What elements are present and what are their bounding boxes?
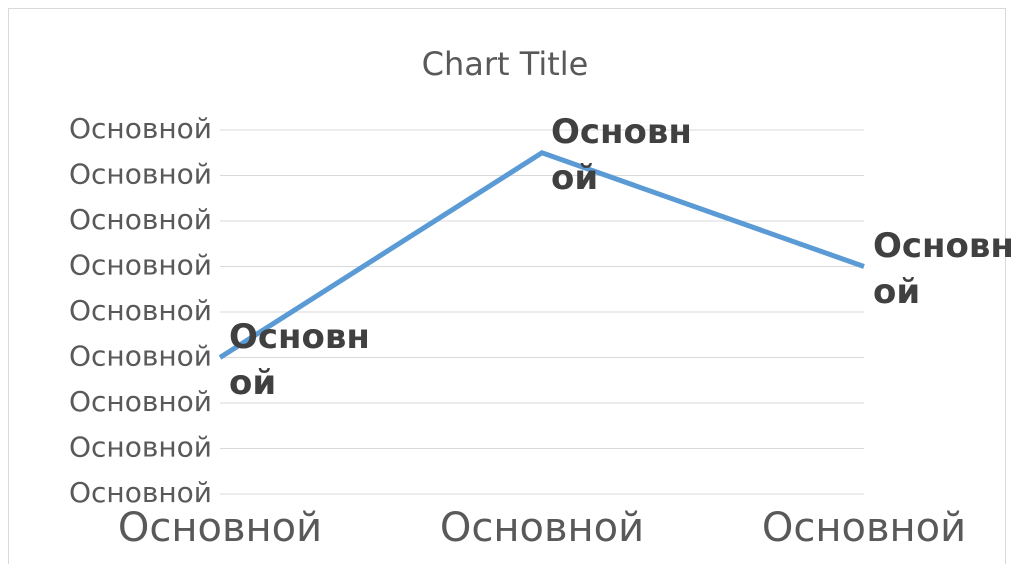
x-tick-label: Основной (118, 505, 322, 551)
y-tick-label: Основной (69, 340, 212, 373)
y-tick-label: Основной (69, 203, 212, 236)
y-tick-label: Основной (69, 476, 212, 509)
line (218, 149, 865, 360)
data-label: Основной (551, 111, 692, 198)
y-tick-label: Основной (69, 249, 212, 282)
y-tick-label: Основной (69, 294, 212, 327)
y-tick-label: Основной (69, 158, 212, 191)
x-tick-label: Основной (440, 505, 644, 551)
chart-border (8, 8, 1006, 564)
data-label: Основной (873, 225, 1014, 312)
y-tick-label: Основной (69, 112, 212, 145)
x-tick-label: Основной (762, 505, 966, 551)
y-tick-label: Основной (69, 385, 212, 418)
y-tick-label: Основной (69, 431, 212, 464)
chart-title: Chart Title (422, 45, 589, 83)
data-label: Основной (229, 316, 370, 403)
